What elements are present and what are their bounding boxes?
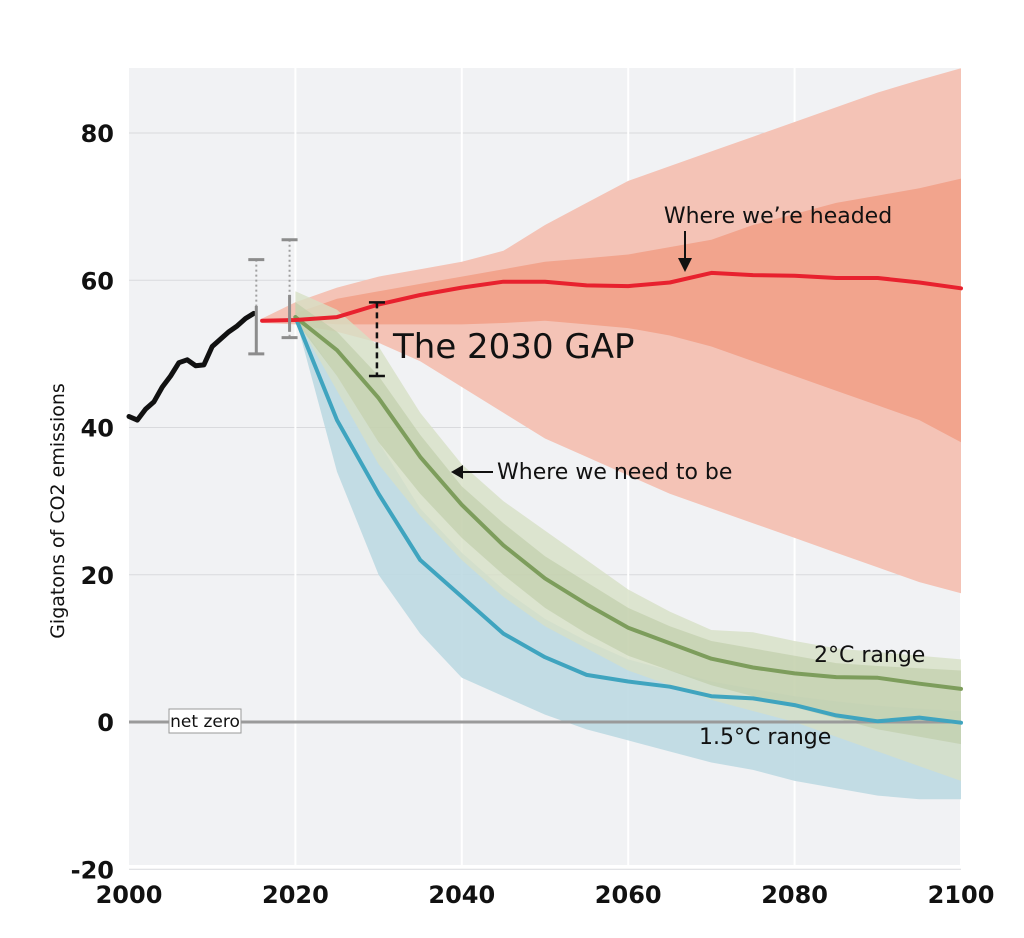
x-tick-label-2080: 2080 — [761, 881, 828, 909]
line-one-five-degree — [293, 315, 963, 725]
net-zero-text: net zero — [170, 712, 240, 732]
net-zero-label: net zero — [168, 708, 242, 734]
error-bars — [248, 238, 385, 378]
y-tick-label-60: 60 — [81, 267, 114, 295]
y-tick-label-0: 0 — [97, 709, 114, 737]
scenario-bands — [262, 68, 962, 800]
where-headed-arrow — [678, 231, 692, 272]
gap-bar — [368, 301, 385, 378]
gap-annotation: The 2030 GAP — [392, 327, 635, 367]
line-two-degree — [293, 315, 963, 691]
band-current-inner — [295, 178, 961, 443]
x-tick-label-2100: 2100 — [928, 881, 995, 909]
error-bar-1 — [248, 258, 265, 356]
y-axis-label: Gigatons of CO2 emissions — [47, 383, 69, 639]
error-bar-2 — [281, 238, 298, 340]
x-tick-label-2060: 2060 — [595, 881, 662, 909]
y-tick-label-40: 40 — [81, 415, 114, 443]
series-lines — [126, 270, 963, 725]
band-two-degree-inner — [295, 302, 961, 745]
where-headed-annotation: Where we’re headed — [664, 204, 892, 229]
line-historical — [126, 310, 257, 423]
y-tick-label-20: 20 — [81, 562, 114, 590]
y-tick-label-80: 80 — [81, 120, 114, 148]
two-degree-label: 2°C range — [814, 643, 925, 668]
where-need-annotation: Where we need to be — [497, 460, 732, 485]
x-tick-label-2040: 2040 — [428, 881, 495, 909]
x-tick-label-2000: 2000 — [96, 881, 163, 909]
y-tick-label--20: -20 — [71, 856, 114, 884]
x-tick-label-2020: 2020 — [262, 881, 329, 909]
line-current — [260, 270, 963, 323]
where-need-arrow — [451, 465, 493, 479]
one-five-degree-label: 1.5°C range — [699, 725, 831, 750]
band-current-outer — [262, 68, 962, 594]
